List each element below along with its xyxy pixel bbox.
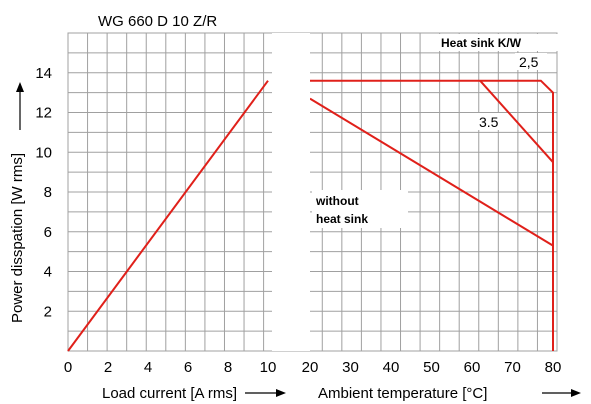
y-tick-label: 14	[35, 65, 52, 82]
series-line-ambient-1	[479, 80, 554, 163]
x-axis-label-left: Load current [A rms]	[102, 385, 237, 402]
legend-title: Heat sink K/W	[441, 36, 522, 50]
panel-gap	[272, 33, 310, 351]
x-tick-label-left: 4	[144, 359, 152, 376]
y-tick-label: 6	[44, 224, 52, 241]
y-axis-arrow	[16, 82, 24, 130]
x-tick-label-left: 0	[64, 359, 72, 376]
legend-title-box	[438, 34, 558, 51]
x-tick-label-left: 8	[224, 359, 232, 376]
x-axis-label-right: Ambient temperature [°C]	[318, 385, 487, 402]
y-tick-label: 10	[35, 144, 52, 161]
curve-label-1-box	[515, 53, 547, 70]
series-line-ambient-0	[310, 79, 554, 351]
series-lines	[67, 79, 554, 352]
x-tick-label-left: 2	[104, 359, 112, 376]
annotation-box	[312, 190, 408, 228]
annotation-line-1: without	[315, 194, 359, 208]
x-tick-label-left: 6	[184, 359, 192, 376]
x-tick-label-right: 40	[383, 359, 400, 376]
annotation-line-2: heat sink	[316, 212, 368, 226]
series-line-load-current-0	[67, 80, 269, 352]
y-axis-label: Power disspation [W rms]	[9, 153, 26, 323]
x-axis-arrow-left	[245, 389, 286, 397]
y-tick-label: 8	[44, 184, 52, 201]
curve-label-2-box	[476, 113, 506, 130]
curve-label-1: 2,5	[519, 54, 539, 70]
x-axis-arrow-right	[542, 389, 581, 397]
x-tick-label-right: 20	[302, 359, 319, 376]
y-tick-label: 2	[44, 303, 52, 320]
curve-label-2: 3.5	[479, 114, 499, 130]
series-line-ambient-2	[309, 97, 554, 247]
x-tick-label-right: 70	[504, 359, 521, 376]
x-tick-label-right: 50	[423, 359, 440, 376]
y-tick-label: 4	[44, 264, 52, 281]
x-tick-label-right: 30	[342, 359, 359, 376]
tick-labels: 2 4 6 8 10 12 14 0 2 4 6 8 10 20 30 40 50 60 70 80	[35, 65, 561, 376]
y-tick-label: 12	[35, 105, 52, 122]
x-tick-label-right: 60	[464, 359, 481, 376]
x-tick-label-right: 80	[545, 359, 562, 376]
chart-title: WG 660 D 10 Z/R	[98, 13, 217, 30]
x-tick-label-left: 10	[260, 359, 277, 376]
